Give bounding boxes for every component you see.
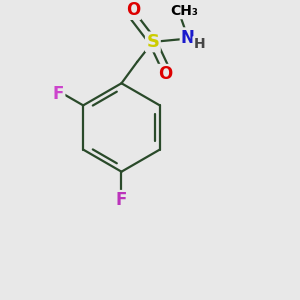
Text: N: N [181, 28, 195, 46]
Text: CH₃: CH₃ [170, 4, 198, 18]
Text: S: S [146, 33, 159, 51]
Text: O: O [159, 65, 173, 83]
Text: F: F [53, 85, 64, 103]
Text: H: H [194, 37, 205, 51]
Text: O: O [126, 1, 140, 19]
Text: F: F [116, 191, 127, 209]
